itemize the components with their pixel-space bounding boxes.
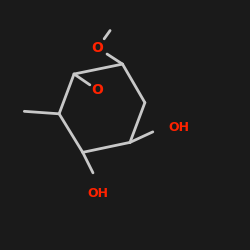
Text: O: O	[92, 83, 104, 97]
Text: O: O	[92, 41, 104, 55]
Text: OH: OH	[168, 121, 190, 134]
Text: OH: OH	[87, 187, 108, 200]
